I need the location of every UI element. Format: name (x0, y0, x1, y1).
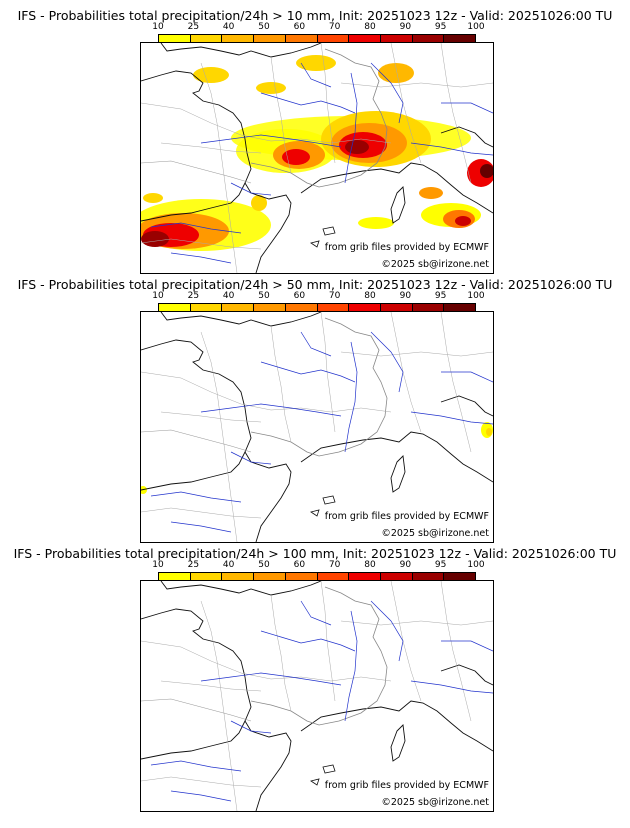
source-credit: from grib files provided by ECMWF (324, 511, 489, 522)
precip-areas (141, 55, 493, 251)
colorbar-ticks: 10 25 40 50 60 70 80 90 95 100 (152, 22, 484, 33)
colorbar-swatch (380, 304, 413, 313)
colorbar-swatch (285, 573, 318, 582)
colorbar-swatch (380, 35, 413, 44)
colorbar-swatch (222, 573, 255, 582)
colorbar-swatch (285, 35, 318, 44)
map-panel-100mm: IFS - Probabilities total precipitation/… (0, 546, 630, 816)
colorbar-tick-label: 100 (467, 291, 485, 301)
colorbar-swatch (317, 35, 350, 44)
colorbar-tick-label: 50 (258, 560, 270, 570)
colorbar-tick-label: 95 (434, 560, 447, 570)
panel-title: IFS - Probabilities total precipitation/… (17, 8, 613, 23)
colorbar-tick-label: 60 (293, 22, 306, 32)
colorbar-tick-label: 50 (258, 22, 270, 32)
colorbar-swatch (190, 573, 223, 582)
colorbar-swatch (222, 304, 255, 313)
colorbar-swatch (317, 573, 350, 582)
colorbar-swatch (222, 35, 255, 44)
colorbar-tick-label: 70 (328, 22, 341, 32)
colorbar-swatch (412, 573, 445, 582)
probability-map[interactable]: from grib files provided by ECMWF ©2025 … (140, 311, 494, 543)
colorbar-tick-label: 80 (364, 560, 376, 570)
colorbar-tick-label: 50 (258, 291, 270, 301)
colorbar-swatch (412, 304, 445, 313)
colorbar-swatch (159, 573, 191, 582)
colorbar-tick-label: 90 (399, 22, 412, 32)
colorbar-tick-label: 25 (187, 22, 200, 32)
colorbar-tick-label: 90 (399, 560, 412, 570)
colorbar-tick-label: 25 (187, 560, 200, 570)
map-canvas (141, 43, 493, 273)
colorbar: 10 25 40 50 60 70 80 90 95 100 (152, 560, 485, 585)
colorbar-tick-label: 95 (434, 291, 447, 301)
source-credit: from grib files provided by ECMWF (324, 242, 489, 253)
colorbar-tick-label: 60 (293, 560, 306, 570)
colorbar-ticks: 10 25 40 50 60 70 80 90 95 100 (152, 560, 484, 571)
map-canvas (141, 581, 493, 811)
colorbar-swatch (444, 304, 476, 313)
colorbar-tick-label: 40 (222, 22, 235, 32)
colorbar-ticks: 10 25 40 50 60 70 80 90 95 100 (152, 291, 484, 302)
colorbar-tick-label: 80 (364, 291, 376, 301)
colorbar-swatch (349, 573, 381, 582)
probability-map[interactable]: from grib files provided by ECMWF ©2025 … (140, 580, 494, 812)
colorbar-swatch (159, 304, 191, 313)
colorbar-swatch (254, 35, 286, 44)
colorbar-swatch (349, 35, 381, 44)
colorbar-swatch (349, 304, 381, 313)
colorbar-swatch (285, 304, 318, 313)
colorbar-tick-label: 100 (467, 560, 485, 570)
colorbar-swatch (159, 35, 191, 44)
colorbar-tick-label: 90 (399, 291, 412, 301)
colorbar-tick-label: 10 (152, 560, 164, 570)
colorbar-swatch (190, 304, 223, 313)
copyright-credit: ©2025 sb@irizone.net (381, 259, 489, 270)
colorbar-tick-label: 70 (328, 560, 341, 570)
precip-areas (141, 422, 493, 494)
map-panel-10mm: IFS - Probabilities total precipitation/… (0, 8, 630, 278)
copyright-credit: ©2025 sb@irizone.net (381, 797, 489, 808)
probability-map[interactable]: from grib files provided by ECMWF ©2025 … (140, 42, 494, 274)
colorbar-tick-label: 70 (328, 291, 341, 301)
colorbar-tick-label: 100 (467, 22, 485, 32)
colorbar-swatch (254, 573, 286, 582)
panel-title: IFS - Probabilities total precipitation/… (17, 277, 613, 292)
colorbar-tick-label: 40 (222, 560, 235, 570)
colorbar-tick-label: 80 (364, 22, 376, 32)
colorbar-swatch (254, 304, 286, 313)
colorbar-tick-label: 60 (293, 291, 306, 301)
map-panel-50mm: IFS - Probabilities total precipitation/… (0, 277, 630, 547)
copyright-credit: ©2025 sb@irizone.net (381, 528, 489, 539)
colorbar-swatch (380, 573, 413, 582)
colorbar-tick-label: 95 (434, 22, 447, 32)
colorbar-tick-label: 25 (187, 291, 200, 301)
colorbar-swatch (317, 304, 350, 313)
colorbar-tick-label: 10 (152, 291, 164, 301)
map-canvas (141, 312, 493, 542)
colorbar-tick-label: 10 (152, 22, 164, 32)
colorbar-swatch (412, 35, 445, 44)
colorbar-swatch (444, 573, 476, 582)
colorbar-swatch (190, 35, 223, 44)
panel-title: IFS - Probabilities total precipitation/… (13, 546, 617, 561)
colorbar-swatch (444, 35, 476, 44)
source-credit: from grib files provided by ECMWF (324, 780, 489, 791)
colorbar-tick-label: 40 (222, 291, 235, 301)
